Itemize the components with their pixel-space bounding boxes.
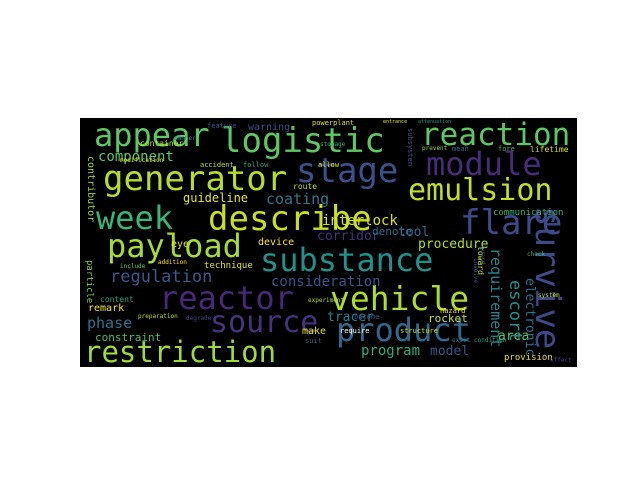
word: describe — [208, 199, 372, 239]
word: provision — [504, 353, 553, 363]
word: fore — [498, 145, 515, 153]
word: guideline — [183, 191, 249, 205]
word: logistic — [221, 121, 385, 161]
word: component — [98, 149, 174, 165]
word: area — [498, 329, 530, 344]
word: lifetime — [530, 145, 569, 154]
word: warning — [248, 122, 291, 133]
word: escort — [505, 280, 525, 342]
word: entrance — [383, 119, 408, 125]
word: content — [100, 295, 134, 304]
word: restriction — [84, 335, 277, 367]
word: corridor — [317, 229, 380, 244]
word: contributor — [85, 156, 96, 223]
word: vehicle — [330, 279, 470, 318]
word: require — [340, 327, 370, 335]
word: container — [140, 139, 184, 148]
word: appear — [94, 118, 210, 154]
word: coating — [266, 190, 330, 208]
word: structure — [400, 327, 438, 335]
word: make — [302, 326, 327, 337]
word: tracer — [327, 310, 374, 325]
word: experiment — [308, 297, 345, 304]
word: remark — [88, 303, 125, 314]
word: effect — [550, 357, 572, 364]
word: flare — [460, 203, 563, 243]
word: reaction — [421, 118, 571, 153]
word: mean — [452, 145, 469, 153]
word: system — [538, 292, 560, 299]
word: regulation — [110, 267, 213, 287]
word: particle — [84, 260, 94, 304]
word: phase — [87, 314, 133, 332]
word: preparation — [138, 313, 178, 320]
word: feature — [207, 122, 237, 130]
word: route — [293, 182, 318, 191]
word: electronic — [522, 278, 537, 357]
word: attenuation — [418, 119, 452, 125]
word: module — [426, 145, 542, 183]
word: source — [210, 305, 319, 340]
word: requirement — [487, 248, 505, 348]
word: consideration — [271, 274, 381, 290]
word: rocket — [428, 312, 468, 325]
word: exist — [452, 337, 471, 344]
word: suit — [305, 337, 322, 345]
word: become — [354, 313, 380, 321]
word: procedure — [418, 237, 489, 252]
word: degrade — [186, 315, 212, 322]
word: program — [361, 343, 421, 359]
word: allow — [318, 161, 340, 169]
word: device — [258, 237, 295, 248]
word: manner — [174, 135, 196, 142]
word: guard — [479, 246, 486, 265]
word: include — [120, 263, 146, 270]
word: denote — [372, 225, 412, 238]
word: model — [430, 344, 470, 359]
word: powerplant — [312, 119, 355, 127]
word: emulsion — [408, 173, 553, 208]
word: technique — [204, 261, 253, 271]
word: interlock — [322, 213, 398, 229]
word: subsystem — [406, 128, 414, 166]
word: stowage — [320, 141, 346, 148]
word: stage — [296, 151, 399, 191]
word-cloud: appear logistic reaction stage module ge… — [80, 118, 577, 367]
word: week — [96, 199, 174, 237]
word: modification — [120, 157, 164, 164]
word: reactor — [159, 279, 294, 317]
word: tool — [398, 225, 430, 240]
word: eye — [171, 239, 190, 250]
word: involve — [472, 258, 479, 284]
word: substance — [260, 241, 434, 279]
word: constraint — [95, 331, 162, 344]
word: communication — [493, 208, 564, 218]
word: product — [336, 311, 471, 349]
word: accident — [200, 161, 234, 169]
word: addition — [158, 259, 187, 266]
word: condition — [474, 337, 507, 344]
word: follow — [243, 161, 269, 169]
word: check — [527, 251, 546, 258]
word: generator — [103, 159, 288, 199]
word: payload — [107, 227, 242, 265]
word: hazard — [440, 307, 466, 315]
word: prevent — [422, 145, 448, 152]
word: toward — [476, 246, 485, 275]
word: survive — [527, 206, 567, 350]
